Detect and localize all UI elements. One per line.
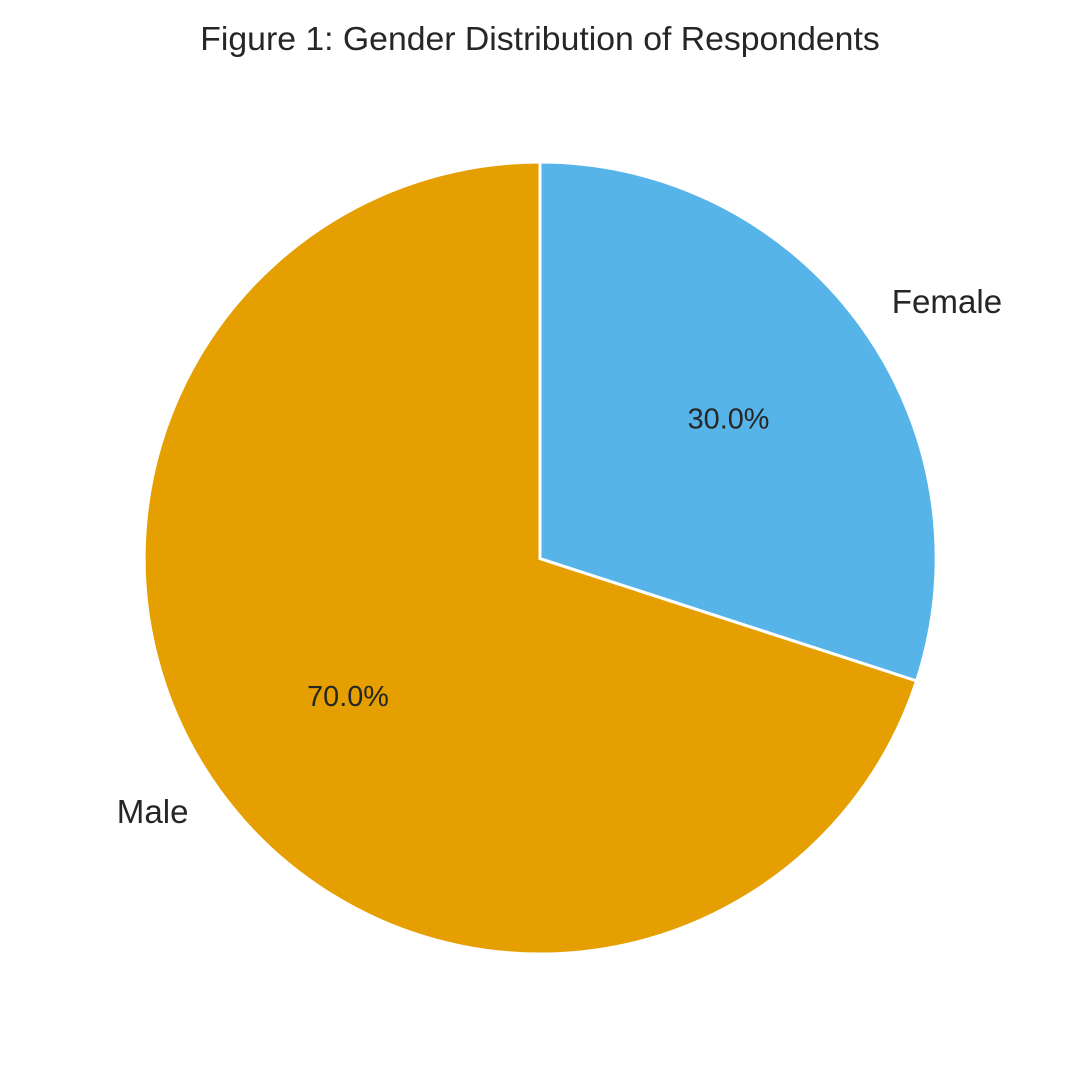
svg-text:Female: Female [892,284,1002,321]
svg-text:Male: Male [117,794,189,831]
svg-text:30.0%: 30.0% [688,403,770,435]
svg-text:Figure 1: Gender Distribution: Figure 1: Gender Distribution of Respond… [200,20,879,58]
svg-text:70.0%: 70.0% [307,681,389,713]
